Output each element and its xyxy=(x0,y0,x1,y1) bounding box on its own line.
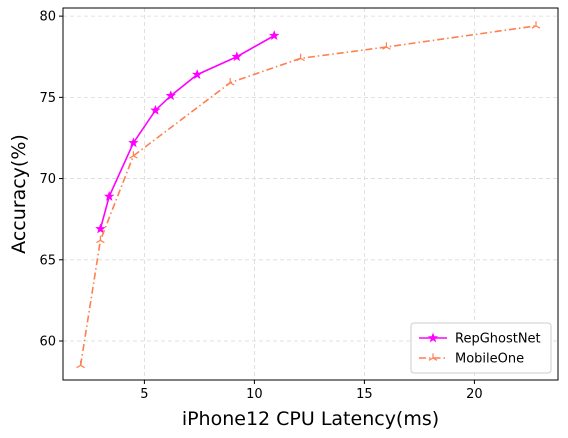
data-point xyxy=(531,21,541,29)
x-tick-label: 5 xyxy=(140,387,148,402)
data-point xyxy=(231,51,242,62)
x-tick-label: 10 xyxy=(246,387,263,402)
data-point xyxy=(165,90,176,101)
series-layer xyxy=(76,21,541,369)
y-tick-label: 75 xyxy=(39,91,56,106)
series-1 xyxy=(76,21,541,369)
series-line xyxy=(99,34,275,230)
ticks-layer: 5 10 15 20 60 65 70 75 80 xyxy=(39,10,482,402)
data-point xyxy=(104,190,115,201)
y-tick-label: 60 xyxy=(39,335,56,350)
x-tick-label: 15 xyxy=(356,387,373,402)
series-line xyxy=(79,25,537,366)
legend-item: RepGhostNet xyxy=(419,332,541,347)
grid-layer xyxy=(63,8,558,380)
legend: RepGhostNet MobileOne xyxy=(410,322,552,374)
y-tick-label: 65 xyxy=(39,253,56,268)
data-point xyxy=(95,223,106,234)
y-tick-label: 70 xyxy=(39,172,56,187)
data-point xyxy=(269,30,280,41)
data-point xyxy=(128,137,139,148)
data-point xyxy=(76,360,85,369)
data-point xyxy=(96,235,105,244)
data-point xyxy=(150,104,161,115)
data-point xyxy=(427,332,439,343)
x-axis-label: iPhone12 CPU Latency(ms) xyxy=(182,408,439,430)
data-point xyxy=(129,151,138,159)
data-point xyxy=(296,53,305,62)
data-point xyxy=(225,78,235,86)
data-point xyxy=(382,42,391,50)
data-point xyxy=(192,69,203,80)
legend-item: MobileOne xyxy=(419,352,524,367)
series-0 xyxy=(95,30,280,234)
legend-label: RepGhostNet xyxy=(455,332,541,347)
legend-label: MobileOne xyxy=(455,352,524,367)
data-point xyxy=(428,353,438,361)
x-tick-label: 20 xyxy=(466,387,483,402)
y-axis-label: Accuracy(%) xyxy=(8,134,30,254)
plot-area-frame xyxy=(62,7,559,381)
y-tick-label: 80 xyxy=(39,10,56,25)
legend-box xyxy=(410,322,552,374)
